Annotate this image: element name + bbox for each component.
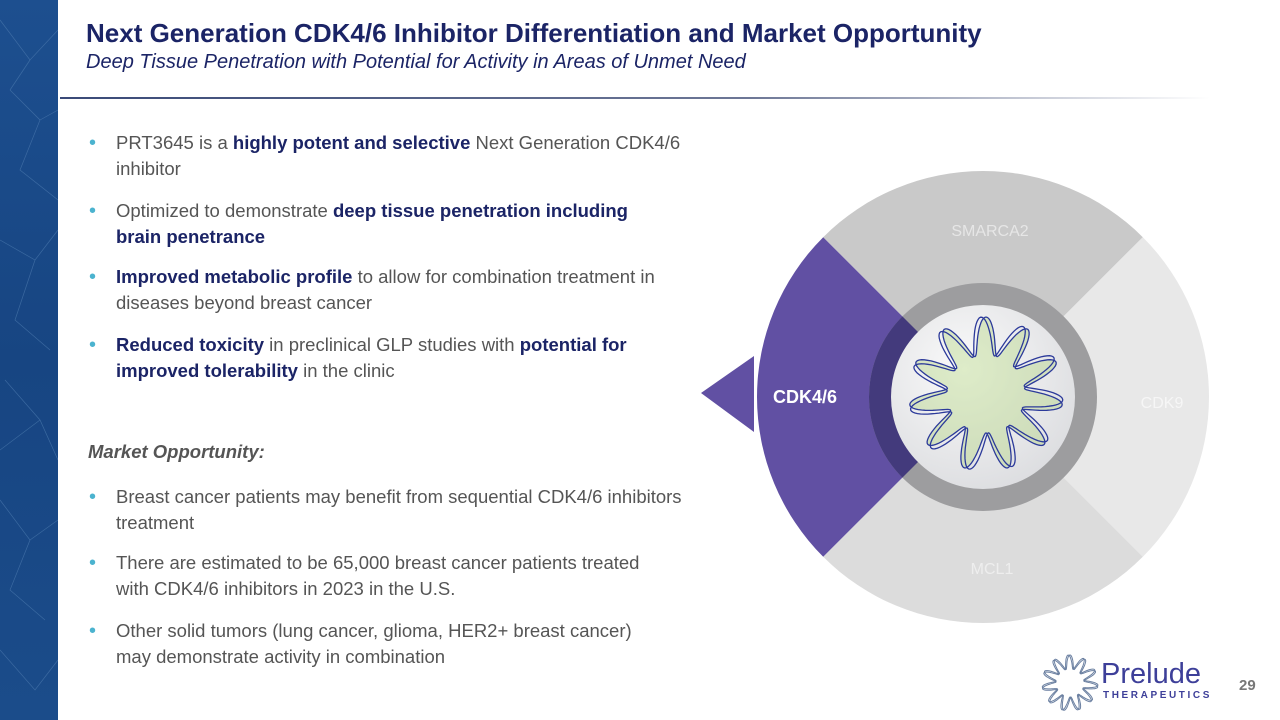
emphasis: Reduced toxicity [116, 334, 265, 355]
bullet-item: • Optimized to demonstrate deep tissue pe… [89, 198, 636, 250]
text: There are estimated to be 65,000 breast … [116, 552, 640, 599]
header-divider [60, 97, 1210, 99]
emphasis: deep tissue penetration including brain … [116, 200, 628, 247]
emphasis: potential for improved tolerability [116, 334, 627, 381]
bullet-item: • Improved metabolic profile to allow for… [89, 264, 656, 316]
page-number: 29 [1239, 677, 1256, 694]
sidebar-decoration [0, 0, 58, 720]
emphasis: Improved metabolic profile [116, 266, 353, 287]
text: Optimized to demonstrate [116, 200, 333, 221]
logo-wordmark: Prelude [1101, 658, 1201, 690]
center-circle [891, 305, 1075, 489]
prelude-logo-icon [1041, 654, 1099, 711]
text: in the clinic [297, 360, 395, 381]
bullet-item: • Other solid tumors (lung cancer, glioma… [89, 618, 656, 670]
segment-label-cdk4-6: CDK4/6 [773, 387, 837, 407]
text: PRT3645 is a [116, 132, 233, 153]
segment-label-mcl1: MCL1 [971, 561, 1014, 578]
text: Breast cancer patients may benefit from … [116, 486, 682, 533]
bullet-icon: • [89, 552, 97, 574]
text: in preclinical GLP studies with [264, 334, 520, 355]
bullet-item: • PRT3645 is a highly potent and selectiv… [89, 130, 701, 182]
page-title: Next Generation CDK4/6 Inhibitor Differe… [86, 18, 982, 48]
page-subtitle: Deep Tissue Penetration with Potential f… [86, 51, 746, 73]
market-opportunity-heading: Market Opportunity: [88, 441, 265, 462]
bullet-item: • There are estimated to be 65,000 breast… [89, 550, 676, 602]
bullet-icon: • [89, 132, 97, 154]
text: Other solid tumors (lung cancer, glioma,… [116, 620, 632, 667]
segment-label-smarca2: SMARCA2 [951, 223, 1028, 240]
bullet-item: • Reduced toxicity in preclinical GLP stu… [89, 332, 701, 384]
bullet-icon: • [89, 334, 97, 356]
bullet-item: • Breast cancer patients may benefit from… [89, 484, 701, 536]
bullet-icon: • [89, 266, 97, 288]
text: Next Generation CDK4/6 inhibitor [116, 132, 681, 179]
bullet-icon: • [89, 486, 97, 508]
logo-tagline: THERAPEUTICS [1103, 690, 1212, 701]
network-pattern-icon [0, 19, 58, 691]
text: to allow for combination treatment in di… [116, 266, 655, 313]
segment-label-cdk9: CDK9 [1141, 395, 1184, 412]
bullet-icon: • [89, 620, 97, 642]
emphasis: highly potent and selective [232, 132, 471, 153]
bullet-icon: • [89, 200, 97, 222]
segment-cdk4-6 [701, 237, 983, 557]
dna-ring-icon [909, 316, 1064, 470]
